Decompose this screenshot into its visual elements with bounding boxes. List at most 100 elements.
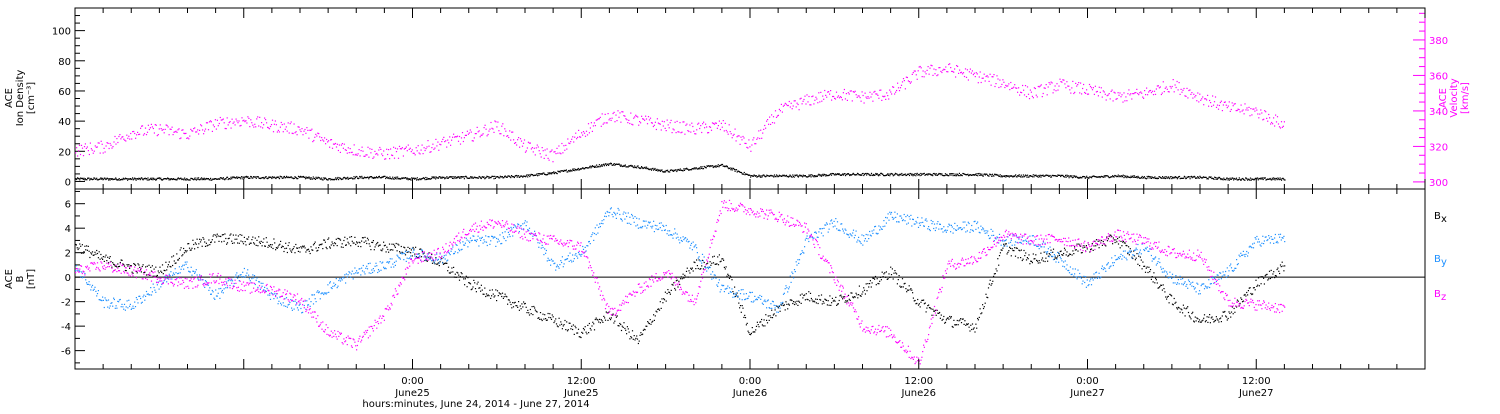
velocity-series-point: [719, 121, 720, 122]
density-series-point: [518, 175, 519, 176]
density-series-point: [910, 173, 911, 174]
density-series-point: [536, 173, 537, 174]
field-series-bx-point: [480, 291, 481, 292]
field-series-bx-point: [83, 251, 84, 252]
field-series-bx-point: [591, 325, 592, 326]
velocity-series-point: [896, 90, 897, 91]
field-series-bx-point: [863, 287, 864, 288]
velocity-series-point: [1215, 96, 1216, 97]
velocity-series-point: [577, 137, 578, 138]
velocity-series-point: [527, 147, 528, 148]
field-series-by-point: [395, 265, 396, 266]
velocity-series-point: [537, 145, 538, 146]
velocity-series-point: [1129, 94, 1130, 95]
density-series-point: [453, 178, 454, 179]
field-series-bx-point: [772, 317, 773, 318]
density-series-point: [624, 166, 625, 167]
field-series-bx-point: [229, 235, 230, 236]
velocity-series-point: [772, 122, 773, 123]
velocity-series-point: [617, 110, 618, 111]
plasma-data: [75, 63, 1286, 181]
velocity-series-point: [730, 131, 731, 132]
density-series-point: [632, 165, 633, 166]
field-series-by: [75, 207, 1285, 313]
velocity-series-point: [1082, 88, 1083, 89]
density-series-point: [499, 177, 500, 178]
density-series-point: [611, 163, 612, 164]
field-series-bx-point: [1125, 243, 1126, 244]
velocity-series-point: [285, 129, 286, 130]
field-series-by-point: [374, 270, 375, 271]
field-series-bx-point: [513, 306, 514, 307]
density-series-point: [1244, 180, 1245, 181]
velocity-series-point: [486, 129, 487, 130]
field-series-by-point: [319, 291, 320, 292]
field-series-by-point: [150, 287, 151, 288]
velocity-series-point: [1021, 92, 1022, 93]
velocity-series-point: [961, 72, 962, 73]
field-series-bx-point: [622, 326, 623, 327]
field-series-by-point: [493, 237, 494, 238]
velocity-series-point: [502, 123, 503, 124]
velocity-series-point: [279, 131, 280, 132]
field-series-bx-point: [147, 266, 148, 267]
field-series-bx-point: [841, 296, 842, 297]
velocity-series-point: [91, 148, 92, 149]
field-series-by-point: [498, 239, 499, 240]
field-series-bx-point: [1216, 316, 1217, 317]
velocity-series-point: [655, 122, 656, 123]
density-series-point: [553, 171, 554, 172]
density-series-point: [657, 169, 658, 170]
velocity-series-point: [910, 83, 911, 84]
velocity-series-point: [476, 133, 477, 134]
velocity-series-point: [1266, 118, 1267, 119]
field-series-bx-point: [893, 273, 894, 274]
density-series-point: [1270, 178, 1271, 179]
velocity-series-point: [75, 152, 76, 153]
field-series-by-point: [213, 291, 214, 292]
field-series-bx-point: [1033, 253, 1034, 254]
field-series-bx-point: [1188, 312, 1189, 313]
field-series-bx-point: [881, 279, 882, 280]
density-series-point: [406, 177, 407, 178]
velocity-series-point: [1013, 87, 1014, 88]
field-series-bx-point: [1117, 238, 1118, 239]
field-series-by-point: [334, 285, 335, 286]
field-series-bx-point: [582, 333, 583, 334]
field-series-by-point: [317, 290, 318, 291]
density-series-point: [636, 167, 637, 168]
field-series-bx-point: [757, 322, 758, 323]
field-series-bx-point: [665, 292, 666, 293]
field-series-bx-point: [1126, 245, 1127, 246]
density-series-point: [844, 173, 845, 174]
density-series-point: [1271, 179, 1272, 180]
velocity-series-point: [152, 126, 153, 127]
velocity-series-point: [761, 138, 762, 139]
density-series-point: [237, 178, 238, 179]
field-series-bx-point: [1019, 250, 1020, 251]
velocity-series-point: [519, 147, 520, 148]
density-series-point: [109, 178, 110, 179]
velocity-series-point: [392, 155, 393, 156]
density-series-point: [571, 170, 572, 171]
velocity-series-point: [104, 148, 105, 149]
density-series-point: [1146, 178, 1147, 179]
field-series-by-point: [294, 309, 295, 310]
velocity-series-point: [306, 127, 307, 128]
field-series-bx-point: [275, 249, 276, 250]
velocity-series-point: [1214, 101, 1215, 102]
field-series-bx-point: [1136, 253, 1137, 254]
field-series-bx-point: [695, 268, 696, 269]
velocity-series-point: [992, 76, 993, 77]
density-series-point: [263, 177, 264, 178]
velocity-series-point: [735, 129, 736, 130]
density-series-point: [1086, 176, 1087, 177]
density-series-point: [455, 176, 456, 177]
density-series-point: [715, 165, 716, 166]
density-series-point: [992, 174, 993, 175]
velocity-series-point: [758, 130, 759, 131]
field-series-by-point: [83, 276, 84, 277]
velocity-series-point: [256, 118, 257, 119]
velocity-series-point: [459, 136, 460, 137]
field-series-bx-point: [483, 294, 484, 295]
